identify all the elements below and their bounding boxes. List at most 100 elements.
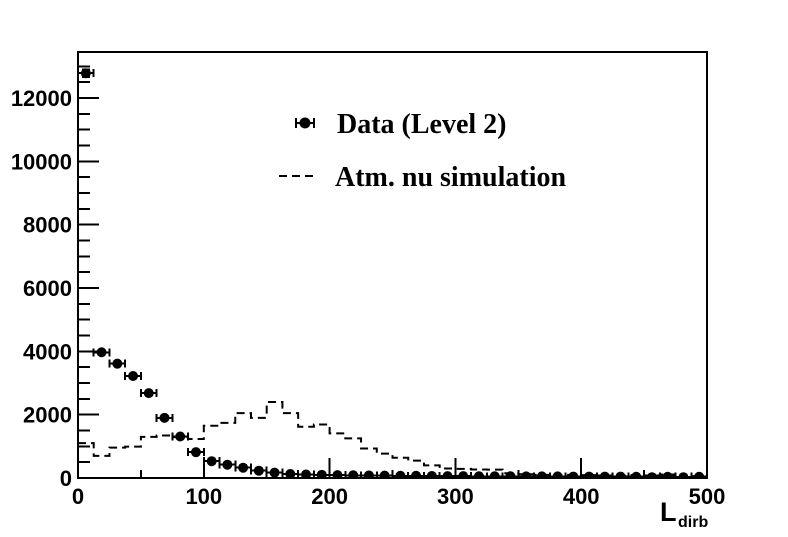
data-point-marker (536, 471, 547, 478)
y-axis-ticks (78, 65, 99, 479)
data-point (407, 470, 425, 478)
data-point-marker (442, 471, 453, 478)
data-point-marker (332, 470, 343, 478)
data-point-marker (222, 459, 233, 470)
y-tick-label: 10000 (11, 149, 72, 174)
y-tick-label: 4000 (23, 339, 72, 364)
data-point-marker (96, 347, 107, 358)
x-tick-label: 400 (563, 484, 600, 509)
data-point (234, 462, 252, 473)
data-point (171, 431, 190, 442)
data-point (517, 471, 536, 478)
x-axis-ticks (77, 458, 708, 478)
data-point (391, 470, 410, 478)
legend-data-label: Data (Level 2) (337, 109, 507, 140)
x-tick-label: 500 (689, 484, 726, 509)
data-point-marker (143, 388, 154, 399)
data-point (564, 471, 583, 478)
data-point-marker (599, 471, 610, 478)
data-point-marker (458, 471, 469, 478)
y-tick-label: 2000 (23, 403, 72, 428)
data-point (139, 388, 158, 399)
data-point (454, 471, 473, 478)
x-tick-label: 200 (311, 484, 348, 509)
y-tick-label: 6000 (23, 276, 72, 301)
data-point (627, 471, 646, 478)
data-point (611, 471, 630, 478)
data-point-marker (411, 470, 422, 478)
data-point (422, 470, 441, 478)
data-point (124, 371, 142, 382)
data-point-marker (238, 462, 249, 473)
data-point-marker (662, 471, 673, 478)
data-point-marker (631, 471, 642, 478)
data-point-marker (473, 471, 484, 478)
data-point (360, 470, 378, 478)
data-point-marker (568, 471, 579, 478)
data-point-marker (112, 358, 123, 369)
data-point-marker (206, 456, 217, 467)
y-axis-tick-labels: 0 2000 4000 6000 8000 10000 12000 (11, 86, 72, 491)
data-point-marker (505, 471, 516, 478)
data-point-marker (190, 447, 201, 458)
data-point-marker (426, 470, 437, 478)
data-point (548, 471, 567, 478)
y-tick-label: 8000 (23, 213, 72, 238)
data-point-marker (363, 470, 374, 478)
data-point (92, 347, 111, 358)
data-point-marker (348, 470, 359, 478)
x-tick-label: 0 (72, 484, 84, 509)
data-point (375, 470, 394, 478)
legend-item-data: Data (Level 2) (295, 109, 507, 140)
x-tick-label: 100 (185, 484, 222, 509)
data-point-marker (584, 471, 595, 478)
data-point (187, 447, 205, 458)
x-tick-label: 300 (437, 484, 474, 509)
legend: Data (Level 2) Atm. nu simulation (279, 109, 566, 193)
data-point (218, 459, 237, 470)
data-point (202, 456, 221, 467)
x-axis-tick-labels: 0 100 200 300 400 500 (72, 484, 725, 509)
data-point (485, 471, 504, 478)
data-point-marker (159, 412, 170, 423)
data-point (78, 68, 95, 79)
data-point (249, 465, 268, 476)
data-point (265, 467, 284, 478)
data-point-marker (379, 470, 390, 478)
data-point (643, 472, 661, 478)
data-point (533, 471, 551, 478)
data-point-marker (552, 471, 563, 478)
data-point (674, 472, 693, 478)
data-point-marker (253, 465, 264, 476)
x-axis-title-subscript: dirb (678, 514, 708, 531)
data-point (595, 471, 614, 478)
data-point-marker (615, 471, 626, 478)
data-point-marker (285, 469, 296, 478)
y-tick-label: 12000 (11, 86, 72, 111)
data-point (580, 471, 598, 478)
data-point-marker (521, 471, 532, 478)
y-tick-label: 0 (60, 466, 72, 491)
x-axis-title: L (660, 497, 677, 527)
data-point-marker (175, 431, 186, 442)
legend-data-marker-icon (299, 117, 311, 129)
data-point-marker (316, 469, 327, 478)
data-point (470, 471, 488, 478)
data-point-marker (646, 472, 657, 478)
data-point (108, 358, 127, 369)
data-point (690, 471, 707, 478)
legend-sim-label: Atm. nu simulation (335, 162, 566, 193)
data-point-marker (678, 472, 689, 478)
data-point (155, 412, 174, 423)
data-point-marker (489, 471, 500, 478)
data-point (658, 471, 677, 478)
data-point-marker (301, 469, 312, 478)
data-point-marker (694, 471, 705, 478)
legend-item-simulation: Atm. nu simulation (279, 162, 566, 193)
data-point-marker (128, 371, 139, 382)
data-point-marker (269, 467, 280, 478)
data-point-marker (80, 68, 91, 79)
data-point (438, 471, 457, 478)
